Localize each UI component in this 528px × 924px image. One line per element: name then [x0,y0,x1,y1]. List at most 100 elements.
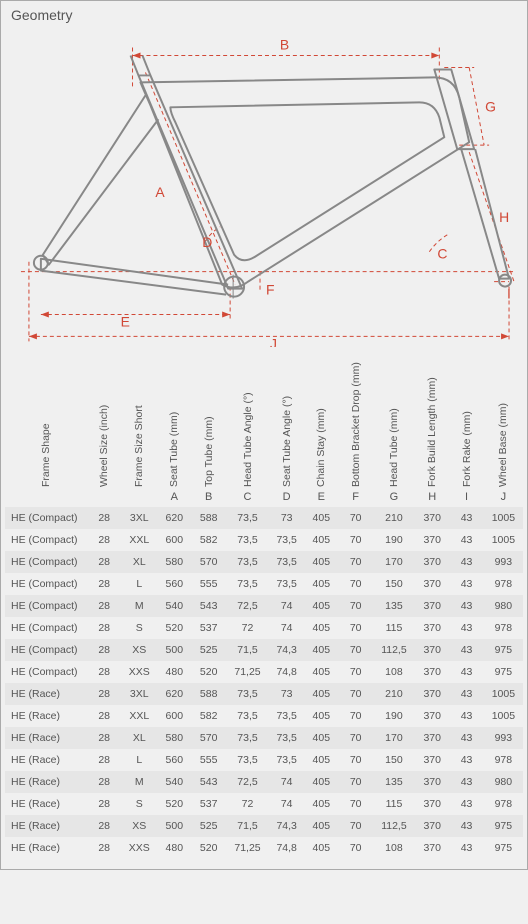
table-cell: 70 [338,639,372,661]
table-cell: 70 [338,573,372,595]
table-row: HE (Compact)28XXL60058273,573,5405701903… [5,529,523,551]
table-row: HE (Race)283XL62058873,57340570210370431… [5,683,523,705]
table-cell: HE (Race) [5,837,87,859]
table-cell: HE (Race) [5,771,87,793]
table-cell: 580 [157,551,191,573]
table-cell: 28 [87,573,121,595]
table-cell: 405 [304,727,338,749]
table-cell: HE (Race) [5,749,87,771]
table-cell: 370 [415,771,449,793]
table-cell: 74,8 [269,837,304,859]
table-cell: 70 [338,793,372,815]
table-cell: HE (Race) [5,815,87,837]
table-cell: 150 [373,749,415,771]
header-row: Frame ShapeWheel Size (inch)Frame Size S… [5,357,523,487]
table-cell: 1005 [484,529,523,551]
table-cell: HE (Compact) [5,507,87,529]
table-cell: HE (Compact) [5,551,87,573]
table-cell: 520 [157,617,191,639]
table-cell: 72 [226,617,269,639]
table-cell: 73 [269,507,304,529]
table-cell: 28 [87,595,121,617]
table-cell: XS [121,639,157,661]
table-cell: 480 [157,661,191,683]
table-row: HE (Compact)28L56055573,573,540570150370… [5,573,523,595]
table-cell: 43 [449,661,483,683]
svg-text:I: I [507,286,511,302]
table-cell: 3XL [121,507,157,529]
table-cell: 580 [157,727,191,749]
table-cell: S [121,793,157,815]
table-row: HE (Race)28S52053772744057011537043978 [5,793,523,815]
table-cell: 28 [87,639,121,661]
table-cell: XXS [121,837,157,859]
table-cell: 405 [304,573,338,595]
table-cell: 540 [157,595,191,617]
table-cell: L [121,749,157,771]
table-cell: HE (Compact) [5,639,87,661]
table-cell: 370 [415,529,449,551]
table-cell: 73,5 [226,529,269,551]
table-cell: 73,5 [226,507,269,529]
table-cell: 73 [269,683,304,705]
table-cell: 70 [338,661,372,683]
column-letter: H [415,487,449,507]
table-cell: 370 [415,815,449,837]
table-cell: 70 [338,617,372,639]
table-row: HE (Race)28M54054372,5744057013537043980 [5,771,523,793]
column-letter: G [373,487,415,507]
table-cell: 600 [157,529,191,551]
table-cell: 43 [449,727,483,749]
table-cell: 72,5 [226,771,269,793]
table-row: HE (Compact)28XXS48052071,2574,840570108… [5,661,523,683]
table-cell: 72,5 [226,595,269,617]
table-cell: 28 [87,749,121,771]
svg-text:G: G [485,98,496,114]
table-cell: 555 [191,749,225,771]
table-cell: 370 [415,573,449,595]
table-cell: 405 [304,551,338,573]
table-cell: 405 [304,749,338,771]
table-cell: 405 [304,837,338,859]
letter-row: ABCDEFGHIJ [5,487,523,507]
table-cell: 43 [449,771,483,793]
table-cell: 74 [269,771,304,793]
table-cell: 71,25 [226,661,269,683]
table-cell: HE (Compact) [5,573,87,595]
table-cell: 405 [304,529,338,551]
table-cell: 993 [484,727,523,749]
table-cell: 3XL [121,683,157,705]
table-row: HE (Race)28L56055573,573,540570150370439… [5,749,523,771]
table-cell: 70 [338,749,372,771]
table-cell: 370 [415,793,449,815]
table-cell: 28 [87,529,121,551]
table-cell: 43 [449,507,483,529]
svg-text:J: J [270,335,277,347]
table-cell: 210 [373,683,415,705]
table-row: HE (Race)28XL58057073,573,54057017037043… [5,727,523,749]
table-cell: 70 [338,507,372,529]
column-header: Fork Rake (mm) [449,357,483,487]
column-header: Head Tube Angle (°) [226,357,269,487]
table-cell: 28 [87,551,121,573]
table-cell: 43 [449,595,483,617]
column-header: Fork Build Length (mm) [415,357,449,487]
table-row: HE (Compact)283XL62058873,57340570210370… [5,507,523,529]
table-cell: 70 [338,529,372,551]
table-cell: 43 [449,683,483,705]
table-cell: HE (Race) [5,793,87,815]
table-row: HE (Compact)28S5205377274405701153704397… [5,617,523,639]
table-cell: 480 [157,837,191,859]
table-cell: 582 [191,705,225,727]
table-cell: XS [121,815,157,837]
table-cell: 73,5 [269,749,304,771]
table-cell: 370 [415,727,449,749]
table-cell: 71,5 [226,815,269,837]
table-cell: 370 [415,661,449,683]
column-letter: B [191,487,225,507]
table-cell: 405 [304,705,338,727]
geometry-table-container: Frame ShapeWheel Size (inch)Frame Size S… [1,357,527,869]
table-cell: 405 [304,595,338,617]
geometry-table: Frame ShapeWheel Size (inch)Frame Size S… [5,357,523,859]
column-header: Seat Tube Angle (°) [269,357,304,487]
